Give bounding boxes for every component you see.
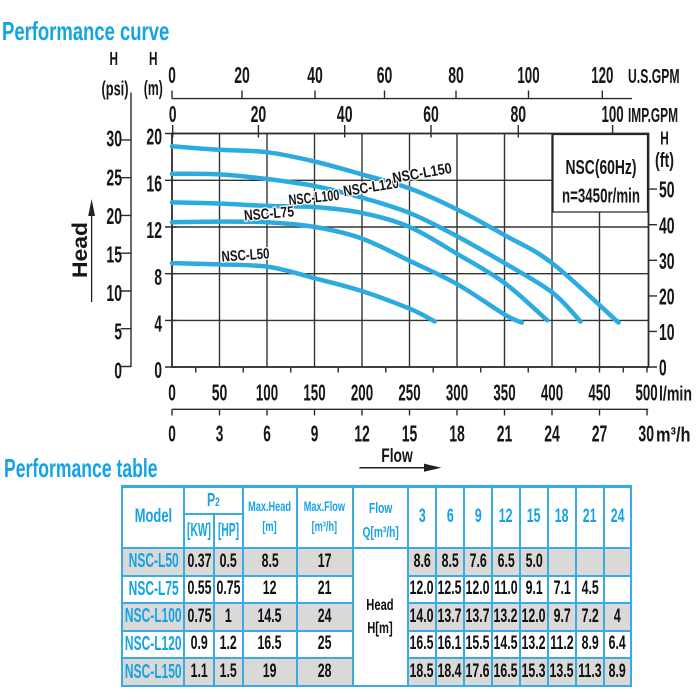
svg-text:27: 27	[592, 421, 608, 447]
svg-text:120: 120	[591, 62, 613, 88]
svg-text:6: 6	[263, 421, 271, 447]
svg-text:0: 0	[114, 357, 122, 383]
svg-text:H: H	[660, 128, 669, 149]
svg-text:50: 50	[212, 380, 228, 406]
svg-text:(ft): (ft)	[655, 150, 674, 172]
svg-text:300: 300	[446, 380, 468, 406]
svg-text:100: 100	[256, 380, 278, 406]
svg-text:0: 0	[168, 380, 176, 406]
svg-text:150: 150	[303, 380, 325, 406]
svg-text:80: 80	[448, 62, 464, 88]
svg-text:NSC-L50: NSC-L50	[221, 245, 270, 265]
svg-text:40: 40	[307, 62, 323, 88]
svg-text:250: 250	[398, 380, 420, 406]
svg-text:60: 60	[377, 62, 393, 88]
svg-text:NSC-L150: NSC-L150	[391, 160, 453, 187]
svg-text:IMP.GPM: IMP.GPM	[628, 105, 678, 127]
svg-text:NSC-L100: NSC-L100	[288, 187, 340, 209]
svg-text:Head: Head	[69, 222, 92, 278]
svg-text:50: 50	[659, 177, 675, 203]
svg-text:8: 8	[154, 264, 162, 290]
svg-text:18: 18	[449, 421, 465, 447]
svg-text:12: 12	[146, 217, 162, 243]
svg-text:60: 60	[423, 101, 439, 127]
svg-text:H: H	[110, 48, 119, 69]
svg-text:30: 30	[659, 248, 675, 274]
svg-text:NSC(60Hz): NSC(60Hz)	[566, 157, 637, 179]
svg-text:400: 400	[541, 380, 563, 406]
svg-text:15: 15	[402, 421, 418, 447]
svg-text:(psi): (psi)	[102, 79, 129, 101]
svg-text:0: 0	[168, 421, 176, 447]
svg-text:450: 450	[588, 380, 610, 406]
svg-text:30: 30	[106, 126, 122, 152]
svg-text:200: 200	[351, 380, 373, 406]
svg-text:500: 500	[636, 380, 658, 406]
svg-text:20: 20	[251, 101, 267, 127]
svg-text:U.S.GPM: U.S.GPM	[628, 66, 680, 88]
svg-text:l/min: l/min	[659, 384, 692, 406]
svg-text:0: 0	[659, 355, 667, 381]
svg-text:n=3450r/min: n=3450r/min	[562, 185, 640, 207]
svg-text:80: 80	[511, 101, 527, 127]
svg-text:25: 25	[106, 164, 122, 190]
svg-text:21: 21	[497, 421, 513, 447]
svg-text:350: 350	[493, 380, 515, 406]
svg-text:20: 20	[234, 62, 250, 88]
svg-text:20: 20	[659, 284, 675, 310]
svg-text:100: 100	[517, 62, 539, 88]
svg-text:NSC-L75: NSC-L75	[243, 203, 294, 224]
svg-text:20: 20	[106, 203, 122, 229]
svg-text:5: 5	[114, 319, 122, 345]
svg-text:4: 4	[154, 311, 162, 337]
svg-text:16: 16	[146, 170, 162, 196]
svg-text:Flow: Flow	[381, 446, 413, 467]
svg-text:24: 24	[544, 421, 560, 447]
svg-text:15: 15	[106, 242, 122, 268]
svg-text:20: 20	[146, 124, 162, 150]
svg-text:m³/h: m³/h	[656, 425, 691, 447]
svg-text:H: H	[149, 48, 158, 69]
svg-text:0: 0	[154, 357, 162, 383]
svg-text:10: 10	[659, 319, 675, 345]
svg-text:9: 9	[311, 421, 319, 447]
svg-text:40: 40	[659, 212, 675, 238]
svg-text:30: 30	[638, 421, 654, 447]
svg-text:0: 0	[169, 101, 177, 127]
svg-text:10: 10	[106, 280, 122, 306]
svg-text:12: 12	[354, 421, 370, 447]
svg-text:(m): (m)	[144, 78, 163, 100]
svg-text:100: 100	[602, 101, 624, 127]
svg-text:0: 0	[168, 62, 176, 88]
svg-text:NSC-L120: NSC-L120	[342, 175, 400, 201]
svg-text:40: 40	[337, 101, 353, 127]
svg-text:3: 3	[216, 421, 224, 447]
